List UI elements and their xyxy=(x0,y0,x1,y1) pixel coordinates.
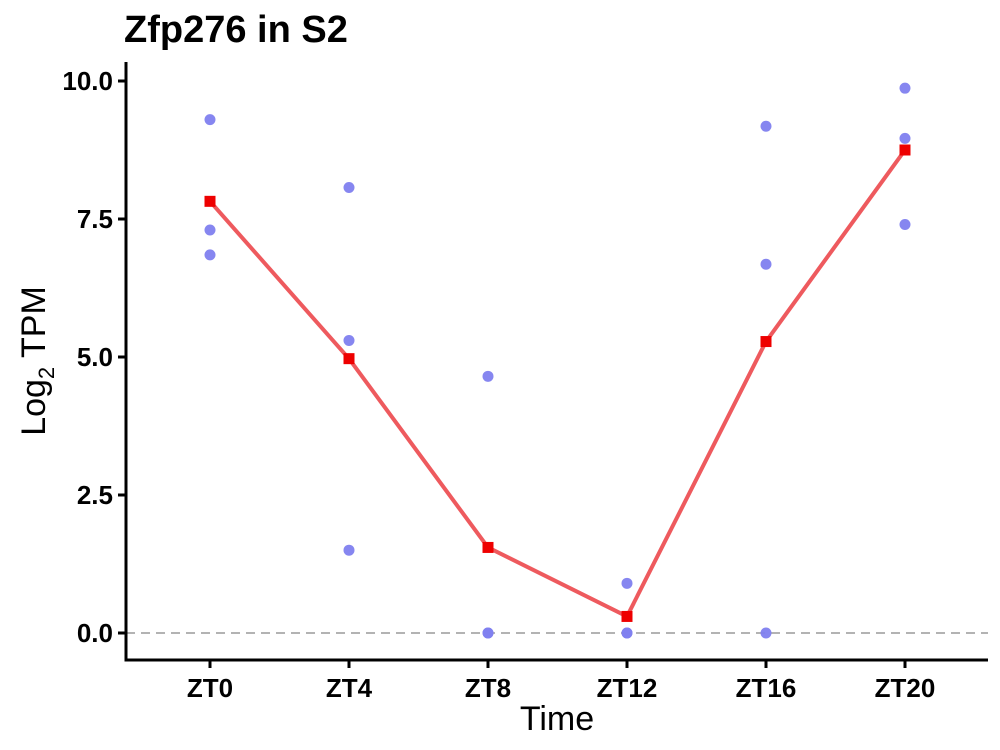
x-tick-label-1: ZT4 xyxy=(326,673,373,703)
mean-marker-zt8 xyxy=(482,541,494,553)
y-tick-label-3: 7.5 xyxy=(77,204,113,234)
mean-marker-zt16 xyxy=(760,336,772,348)
data-point-zt20-1 xyxy=(899,132,911,144)
data-point-zt20-0 xyxy=(899,82,911,94)
y-tick-label-0: 0.0 xyxy=(77,618,113,648)
data-point-zt4-2 xyxy=(343,544,355,556)
y-tick-label-4: 10.0 xyxy=(62,66,113,96)
mean-marker-zt20 xyxy=(899,144,911,156)
data-point-zt16-0 xyxy=(760,120,772,132)
data-point-zt8-2 xyxy=(482,627,494,639)
data-point-zt20-2 xyxy=(899,219,911,231)
y-tick-label-2: 5.0 xyxy=(77,342,113,372)
y-axis-title: Log2 TPM xyxy=(15,286,59,436)
x-tick-label-0: ZT0 xyxy=(187,673,233,703)
mean-marker-zt12 xyxy=(621,610,633,622)
x-tick-label-2: ZT8 xyxy=(465,673,511,703)
chart-title: Zfp276 in S2 xyxy=(124,9,348,51)
x-tick-label-4: ZT16 xyxy=(736,673,797,703)
y-axis-title-rest: TPM xyxy=(15,286,53,367)
mean-marker-zt0 xyxy=(204,195,216,207)
data-point-zt4-0 xyxy=(343,182,355,194)
data-point-zt0-2 xyxy=(204,249,216,261)
data-point-zt16-1 xyxy=(760,258,772,270)
data-point-zt8-0 xyxy=(482,370,494,382)
x-tick-label-3: ZT12 xyxy=(597,673,658,703)
data-point-zt12-0 xyxy=(621,577,633,589)
x-tick-label-5: ZT20 xyxy=(875,673,936,703)
mean-line xyxy=(208,148,907,619)
x-axis-title: Time xyxy=(520,700,594,738)
y-axis-title-main: Log xyxy=(15,379,53,436)
data-point-zt4-1 xyxy=(343,334,355,346)
mean-marker-zt4 xyxy=(343,353,355,365)
data-point-zt12-2 xyxy=(621,627,633,639)
y-tick-label-1: 2.5 xyxy=(77,480,113,510)
data-point-zt16-2 xyxy=(760,627,772,639)
data-point-zt0-1 xyxy=(204,224,216,236)
data-point-zt0-0 xyxy=(204,114,216,126)
y-axis-title-sub: 2 xyxy=(34,367,59,379)
